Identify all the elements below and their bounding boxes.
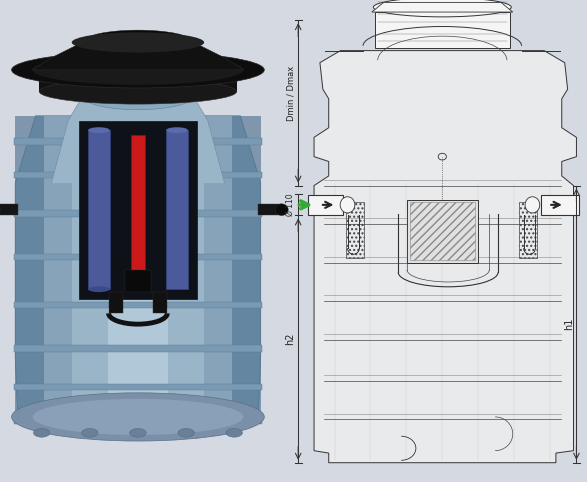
Polygon shape (125, 270, 151, 292)
Polygon shape (44, 116, 72, 415)
Polygon shape (131, 135, 145, 284)
Polygon shape (14, 210, 262, 217)
Ellipse shape (82, 428, 98, 437)
Ellipse shape (275, 204, 288, 215)
Bar (541, 195, 579, 215)
Ellipse shape (340, 197, 355, 213)
Polygon shape (14, 384, 262, 390)
Text: Dmin / Dmax: Dmin / Dmax (286, 66, 296, 121)
Polygon shape (372, 2, 512, 12)
Polygon shape (204, 116, 232, 415)
Polygon shape (0, 204, 18, 215)
Polygon shape (39, 70, 237, 92)
Polygon shape (32, 34, 244, 70)
Text: h1: h1 (564, 318, 575, 330)
Polygon shape (15, 116, 261, 415)
Ellipse shape (166, 127, 188, 133)
Polygon shape (14, 254, 262, 260)
Bar (519, 202, 537, 258)
Polygon shape (15, 116, 44, 415)
Ellipse shape (72, 32, 204, 53)
Ellipse shape (12, 52, 264, 88)
Polygon shape (153, 292, 167, 313)
Polygon shape (14, 302, 262, 308)
Polygon shape (108, 116, 168, 415)
Ellipse shape (12, 393, 264, 441)
Ellipse shape (373, 0, 511, 17)
Polygon shape (232, 116, 261, 415)
Ellipse shape (130, 428, 146, 437)
Ellipse shape (85, 30, 191, 52)
Polygon shape (14, 417, 262, 424)
Polygon shape (51, 96, 225, 183)
Text: h2: h2 (285, 333, 296, 345)
Polygon shape (14, 345, 262, 352)
Polygon shape (109, 292, 123, 313)
Polygon shape (166, 130, 188, 289)
Bar (410, 202, 474, 260)
Bar (346, 202, 364, 258)
Polygon shape (258, 204, 282, 215)
Ellipse shape (226, 428, 242, 437)
Bar (308, 195, 343, 215)
Ellipse shape (83, 83, 193, 109)
Ellipse shape (33, 55, 243, 85)
Polygon shape (79, 120, 197, 299)
Polygon shape (88, 130, 110, 289)
Polygon shape (314, 51, 576, 463)
Ellipse shape (33, 399, 243, 435)
Text: Ø 110: Ø 110 (286, 193, 295, 216)
Ellipse shape (178, 428, 194, 437)
Polygon shape (14, 172, 262, 178)
Ellipse shape (525, 197, 539, 213)
Ellipse shape (88, 127, 110, 133)
Polygon shape (14, 138, 262, 145)
Ellipse shape (39, 79, 237, 104)
Bar (407, 200, 478, 263)
Ellipse shape (33, 428, 50, 437)
Bar (375, 12, 510, 48)
Ellipse shape (88, 286, 110, 292)
